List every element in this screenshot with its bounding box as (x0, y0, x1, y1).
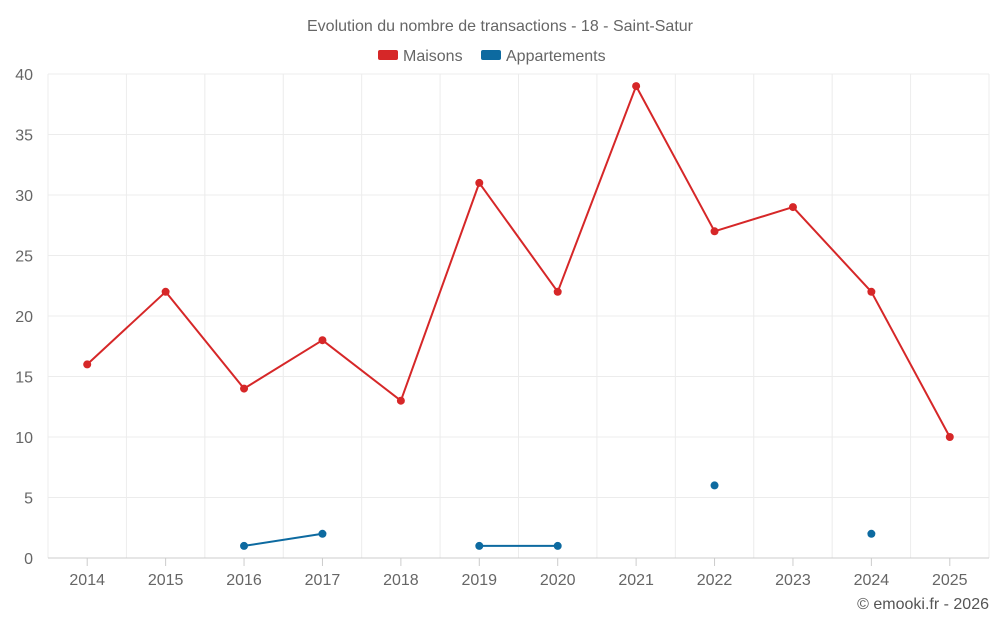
y-tick-label-15: 15 (15, 370, 33, 387)
data-point-maisons-2019[interactable] (475, 178, 484, 187)
legend-label-maisons: Maisons (403, 48, 463, 65)
x-tick-label-2019: 2019 (461, 572, 497, 589)
legend-swatch-appartements (481, 50, 501, 60)
x-tick-label-2023: 2023 (775, 572, 811, 589)
series-line-appartements-0 (243, 532, 323, 547)
legend-item-appartements[interactable]: Appartements (481, 48, 606, 65)
data-point-maisons-2016[interactable] (240, 384, 249, 393)
y-tick-label-5: 5 (24, 491, 33, 508)
y-tick-label-40: 40 (15, 67, 33, 84)
x-tick-label-2022: 2022 (697, 572, 733, 589)
data-point-maisons-2014[interactable] (83, 360, 92, 369)
data-point-maisons-2024[interactable] (867, 287, 876, 296)
x-tick-label-2017: 2017 (305, 572, 341, 589)
y-tick-label-35: 35 (15, 128, 33, 145)
x-tick-label-2020: 2020 (540, 572, 576, 589)
data-point-appartements-2024[interactable] (867, 529, 876, 538)
x-tick-label-2025: 2025 (932, 572, 968, 589)
series-line-maisons-0 (86, 85, 951, 438)
y-tick-label-25: 25 (15, 249, 33, 266)
data-point-appartements-2022[interactable] (710, 481, 719, 490)
data-point-maisons-2017[interactable] (318, 336, 327, 345)
legend-item-maisons[interactable]: Maisons (378, 48, 463, 65)
data-point-appartements-2019[interactable] (475, 541, 484, 550)
data-point-maisons-2018[interactable] (396, 396, 405, 405)
legend: Maisons Appartements (378, 48, 606, 65)
x-tick-label-2014: 2014 (69, 572, 105, 589)
legend-label-appartements: Appartements (506, 48, 606, 65)
grid (47, 73, 990, 558)
series (83, 82, 954, 550)
data-point-maisons-2015[interactable] (161, 287, 170, 296)
data-point-appartements-2017[interactable] (318, 529, 327, 538)
x-tick-label-2016: 2016 (226, 572, 262, 589)
y-tick-label-30: 30 (15, 188, 33, 205)
y-tick-label-0: 0 (24, 551, 33, 568)
y-tick-label-10: 10 (15, 430, 33, 447)
data-point-maisons-2022[interactable] (710, 227, 719, 236)
data-point-appartements-2016[interactable] (240, 541, 249, 550)
data-point-maisons-2023[interactable] (788, 203, 797, 212)
data-point-maisons-2025[interactable] (945, 433, 954, 441)
legend-swatch-maisons (378, 50, 398, 60)
credit-text: © emooki.fr - 2026 (857, 596, 989, 613)
data-point-appartements-2020[interactable] (553, 541, 562, 550)
x-tick-label-2024: 2024 (854, 572, 890, 589)
x-tick-label-2015: 2015 (148, 572, 184, 589)
data-point-maisons-2021[interactable] (632, 82, 641, 91)
x-tick-label-2018: 2018 (383, 572, 419, 589)
chart-title: Evolution du nombre de transactions - 18… (307, 18, 694, 35)
x-tick-label-2021: 2021 (618, 572, 654, 589)
y-tick-label-20: 20 (15, 309, 33, 326)
data-point-maisons-2020[interactable] (553, 287, 562, 296)
